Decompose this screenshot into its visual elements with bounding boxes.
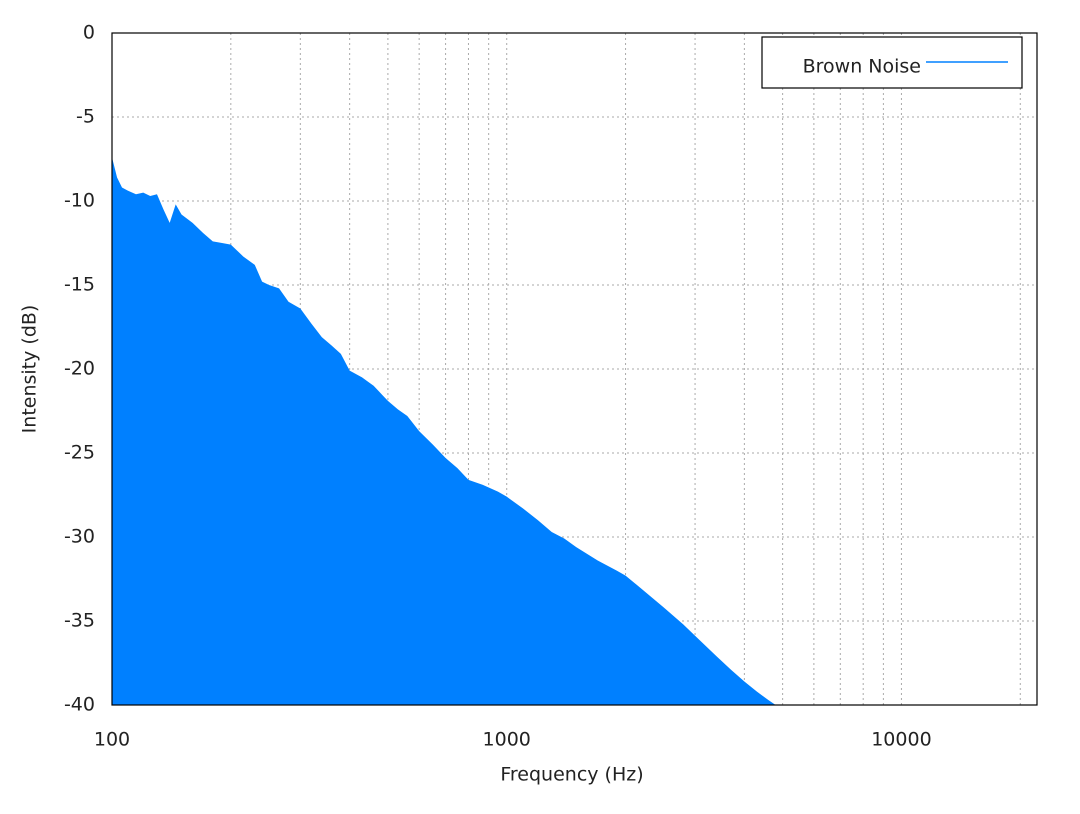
x-tick-label: 10000: [871, 729, 931, 751]
y-tick-label: -10: [64, 190, 95, 212]
x-tick-label: 100: [94, 729, 130, 751]
y-tick-label: -5: [76, 106, 95, 128]
y-tick-label: -20: [64, 358, 95, 380]
legend-label: Brown Noise: [803, 56, 921, 78]
plot-frame: [111, 32, 1038, 706]
y-tick-label: -15: [64, 274, 95, 296]
legend: Brown Noise: [761, 36, 1023, 89]
y-tick-label: -25: [64, 442, 95, 464]
y-axis-label: Intensity (dB): [19, 305, 41, 434]
y-tick-label: -35: [64, 610, 95, 632]
y-tick-label: -40: [64, 694, 95, 716]
area: [112, 157, 776, 705]
y-tick-label: 0: [83, 22, 95, 44]
y-tick-label: -30: [64, 526, 95, 548]
x-tick-label: 1000: [483, 729, 531, 751]
x-axis-label: Frequency (Hz): [500, 764, 643, 786]
plot: [112, 157, 776, 705]
